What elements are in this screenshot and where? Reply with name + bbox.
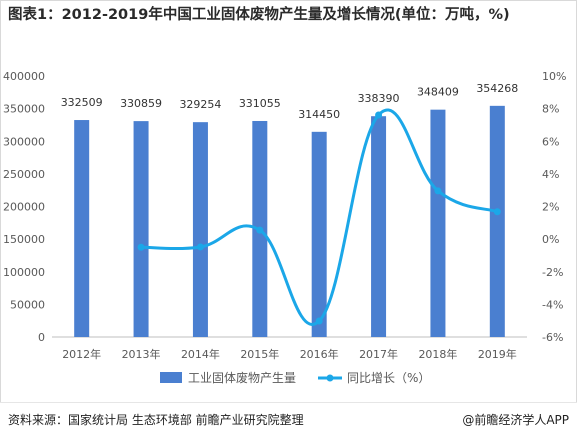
credit: @前瞻经济学人APP	[462, 411, 569, 428]
bar	[371, 116, 387, 337]
bar	[430, 109, 446, 338]
y-left-tick-label: 300000	[3, 135, 45, 148]
growth-point	[315, 317, 323, 325]
x-tick-label: 2017年	[359, 347, 398, 361]
x-tick-label: 2019年	[478, 347, 517, 361]
bar-data-label: 348409	[417, 86, 459, 99]
x-axis-ticks: 2012年 2013年 2014年 2015年 2016年 2017年 2018年 2019年	[62, 347, 517, 361]
bar-data-labels: 332509 330859 329254 331055 314450 338390 3484…	[61, 82, 519, 121]
growth-point	[434, 187, 442, 195]
source-note: 资料来源：国家统计局 生态环境部 前瞻产业研究院整理	[8, 413, 304, 427]
x-tick-label: 2012年	[62, 347, 101, 361]
y-right-tick-label: -4%	[542, 298, 563, 311]
y-left-tick-label: 400000	[3, 70, 45, 83]
y-right-tick-label: 2%	[542, 201, 559, 214]
y-left-tick-label: 100000	[3, 266, 45, 279]
x-tick-label: 2014年	[181, 347, 220, 361]
growth-point	[196, 243, 204, 251]
growth-line	[141, 108, 498, 326]
growth-point	[137, 243, 145, 251]
y-left-tick-label: 200000	[3, 201, 45, 214]
bar-data-label: 354268	[476, 82, 518, 95]
credit-text: @前瞻经济学人APP	[462, 413, 569, 427]
y-right-tick-label: 0%	[542, 233, 559, 246]
bar-data-label: 329254	[179, 98, 221, 111]
bar	[192, 122, 208, 337]
legend: 工业固体废物产生量 同比增长（%）	[160, 370, 430, 385]
y-right-tick-label: -6%	[542, 331, 563, 344]
bar-data-label: 332509	[61, 96, 103, 109]
bar-data-label: 338390	[358, 92, 400, 105]
y-right-tick-label: 6%	[542, 135, 559, 148]
chart-title: 图表1：2012-2019年中国工业固体废物产生量及增长情况(单位：万吨，%)	[8, 7, 510, 23]
bar-data-label: 330859	[120, 97, 162, 110]
bar	[311, 131, 327, 337]
footer: 资料来源：国家统计局 生态环境部 前瞻产业研究院整理 @前瞻经济学人APP	[0, 402, 577, 438]
growth-point	[256, 226, 264, 234]
y-axis-right-ticks: -6% -4% -2% 0% 2% 4% 6% 8% 10%	[542, 70, 566, 344]
legend-bar-label: 工业固体废物产生量	[188, 370, 296, 385]
y-right-tick-label: -2%	[542, 266, 563, 279]
bar	[133, 121, 149, 337]
line-series	[137, 108, 501, 326]
x-tick-label: 2016年	[300, 347, 339, 361]
y-right-tick-label: 4%	[542, 168, 559, 181]
bar-series	[74, 105, 505, 338]
y-left-tick-label: 250000	[3, 168, 45, 181]
legend-line-marker	[326, 374, 334, 382]
y-left-tick-label: 150000	[3, 233, 45, 246]
growth-point	[493, 208, 501, 216]
bar-data-label: 314450	[298, 108, 340, 121]
y-right-tick-label: 8%	[542, 103, 559, 116]
y-left-tick-label: 50000	[10, 298, 45, 311]
y-left-tick-label: 350000	[3, 103, 45, 116]
y-right-tick-label: 10%	[542, 70, 566, 83]
growth-point	[375, 111, 383, 119]
bar-data-label: 331055	[239, 97, 281, 110]
x-tick-label: 2018年	[418, 347, 457, 361]
y-axis-left-ticks: 0 50000 100000 150000 200000 250000 300000 3500…	[3, 70, 45, 344]
legend-line-label: 同比增长（%）	[347, 371, 430, 385]
bar	[489, 105, 505, 337]
legend-bar-swatch	[160, 372, 182, 383]
x-tick-label: 2013年	[122, 347, 161, 361]
x-tick-label: 2015年	[240, 347, 279, 361]
y-left-tick-label: 0	[38, 331, 45, 344]
bar	[74, 120, 90, 338]
